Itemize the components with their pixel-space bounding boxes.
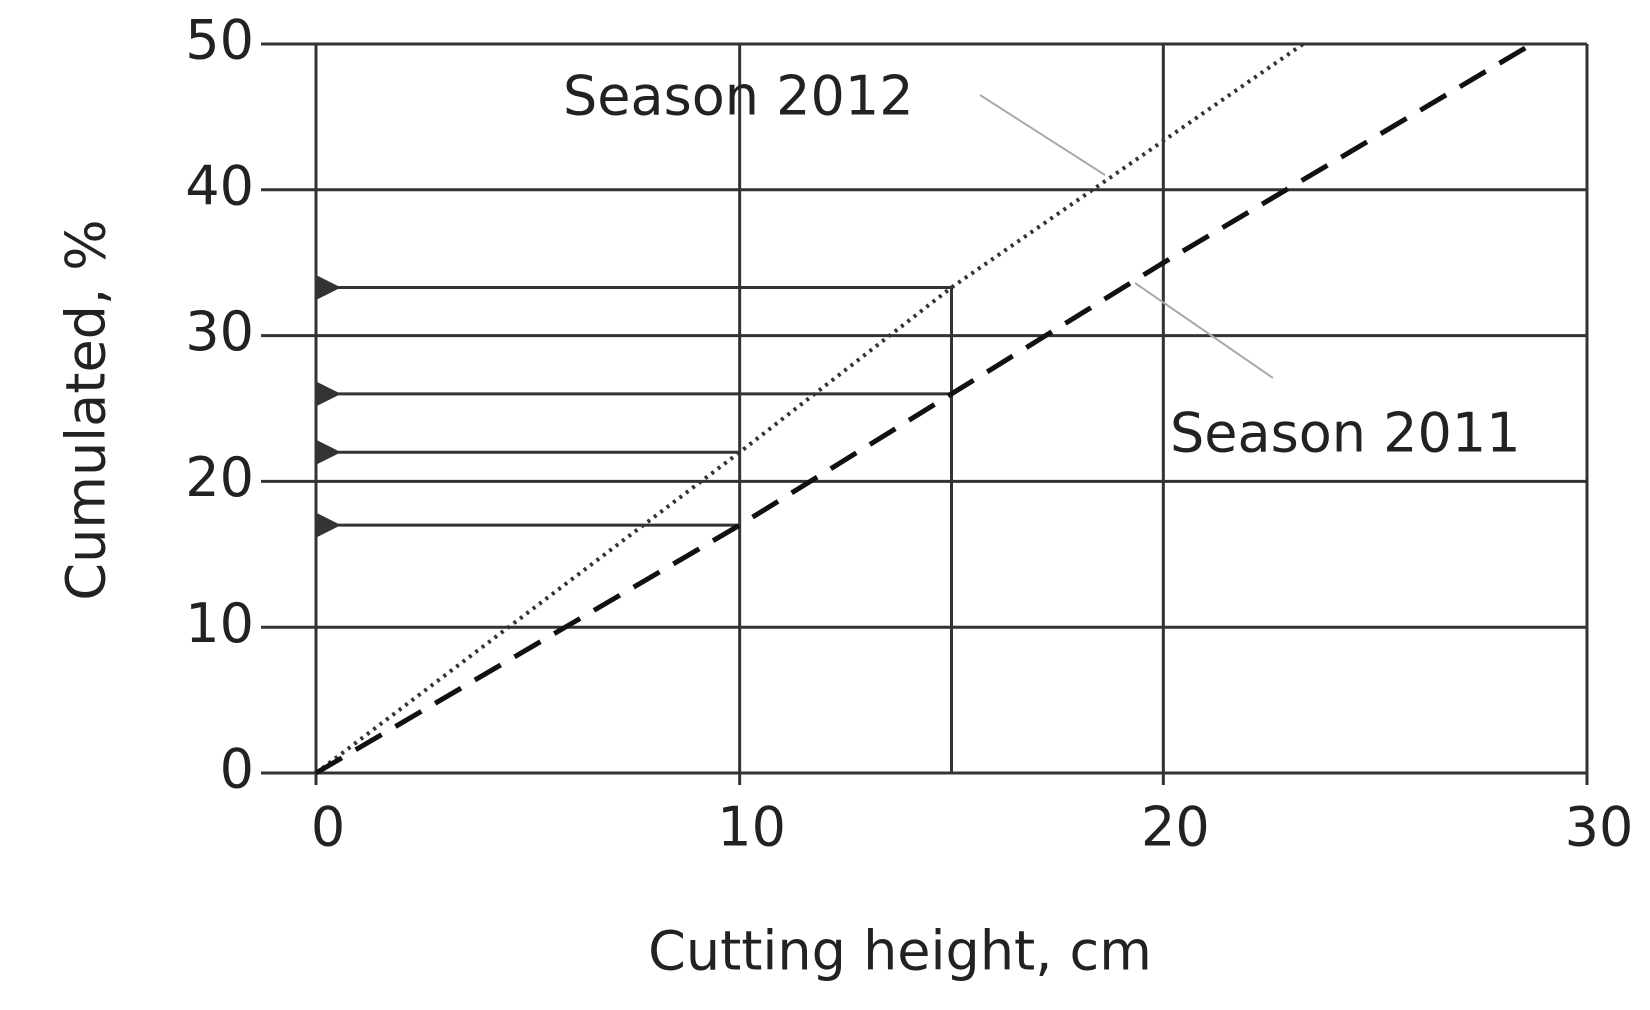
series-line (314, 41, 1534, 776)
y-tick-label: 20 (185, 446, 254, 509)
y-tick-label: 50 (185, 9, 254, 72)
y-tick-label: 0 (220, 738, 254, 801)
x-tick-label: 0 (311, 796, 345, 859)
x-tick-label: 10 (717, 796, 786, 859)
y-tick-label: 40 (185, 154, 254, 217)
x-tick-label: 30 (1565, 796, 1634, 859)
series-label: Season 2012 (563, 65, 914, 128)
x-axis-title: Cutting height, cm (648, 920, 1152, 983)
leader-line (979, 94, 1106, 176)
x-tick-label: 20 (1141, 796, 1210, 859)
y-tick-label: 30 (185, 300, 254, 363)
y-axis-title: Cumulated, % (55, 219, 118, 600)
y-tick-label: 10 (185, 592, 254, 655)
series-line (314, 42, 1305, 775)
leader-line (1134, 282, 1274, 379)
series-label: Season 2011 (1170, 402, 1521, 465)
